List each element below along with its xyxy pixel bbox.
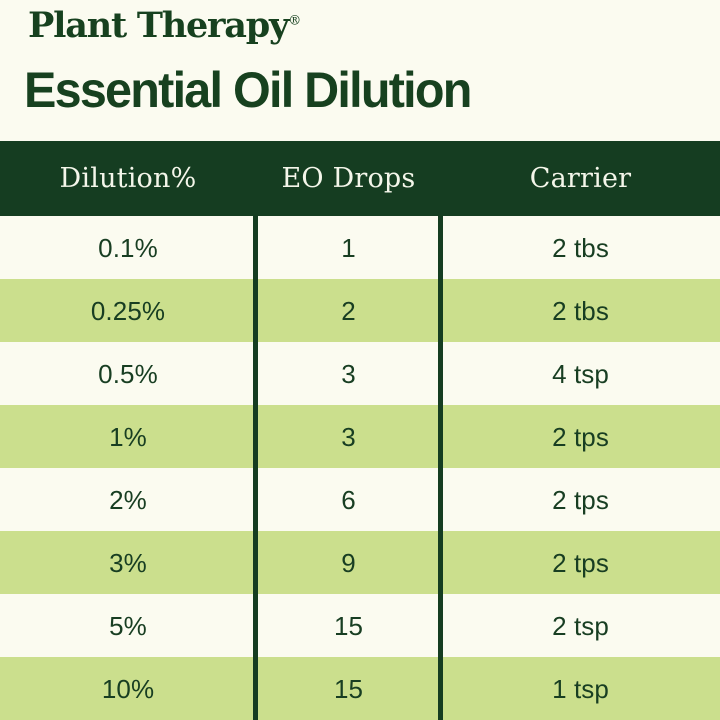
cell-eo-drops: 3	[341, 358, 356, 389]
column-header-dilution: Dilution%	[59, 163, 197, 194]
cell-carrier: 2 tps	[552, 547, 609, 578]
table-row: 2% 6 2 tps	[0, 468, 720, 531]
cell-carrier: 4 tsp	[552, 358, 609, 389]
table-row: 0.5% 3 4 tsp	[0, 342, 720, 405]
brand-header: Plant Therapy® Essential Oil Dilution	[0, 0, 720, 141]
plant-therapy-logo: Plant Therapy®	[28, 8, 301, 43]
cell-carrier: 2 tbs	[552, 232, 609, 263]
cell-dilution: 5%	[109, 610, 147, 641]
cell-dilution: 10%	[101, 673, 155, 704]
cell-eo-drops: 9	[341, 547, 356, 578]
table-row: 0.1% 1 2 tbs	[0, 216, 720, 279]
cell-carrier: 2 tsp	[552, 610, 609, 641]
cell-carrier: 2 tbs	[552, 295, 609, 326]
dilution-table: Dilution% EO Drops Carrier 0.1% 1 2 tbs …	[0, 141, 720, 720]
cell-carrier: 2 tps	[552, 421, 609, 452]
cell-dilution: 1%	[109, 421, 147, 452]
table-row: 3% 9 2 tps	[0, 531, 720, 594]
table-row: 5% 15 2 tsp	[0, 594, 720, 657]
cell-dilution: 0.5%	[98, 358, 158, 389]
column-header-carrier: Carrier	[529, 163, 632, 194]
cell-eo-drops: 3	[341, 421, 356, 452]
cell-dilution: 3%	[109, 547, 147, 578]
table-row: 10% 15 1 tsp	[0, 657, 720, 720]
cell-eo-drops: 15	[333, 673, 364, 704]
cell-eo-drops: 15	[333, 610, 364, 641]
table-header-row: Dilution% EO Drops Carrier	[0, 141, 720, 216]
cell-eo-drops: 6	[341, 484, 356, 515]
cell-carrier: 2 tps	[552, 484, 609, 515]
brand-name: Plant Therapy	[28, 5, 289, 46]
table-row: 0.25% 2 2 tbs	[0, 279, 720, 342]
table-row: 1% 3 2 tps	[0, 405, 720, 468]
page-title: Essential Oil Dilution	[24, 62, 472, 118]
cell-dilution: 0.25%	[90, 295, 166, 326]
cell-dilution: 2%	[109, 484, 147, 515]
cell-carrier: 1 tsp	[552, 673, 609, 704]
cell-eo-drops: 2	[341, 295, 356, 326]
cell-eo-drops: 1	[341, 232, 356, 263]
cell-dilution: 0.1%	[98, 232, 158, 263]
column-header-eo-drops: EO Drops	[281, 163, 416, 194]
table-body: 0.1% 1 2 tbs 0.25% 2 2 tbs 0.5% 3 4 tsp …	[0, 216, 720, 720]
registered-trademark-icon: ®	[288, 13, 302, 29]
